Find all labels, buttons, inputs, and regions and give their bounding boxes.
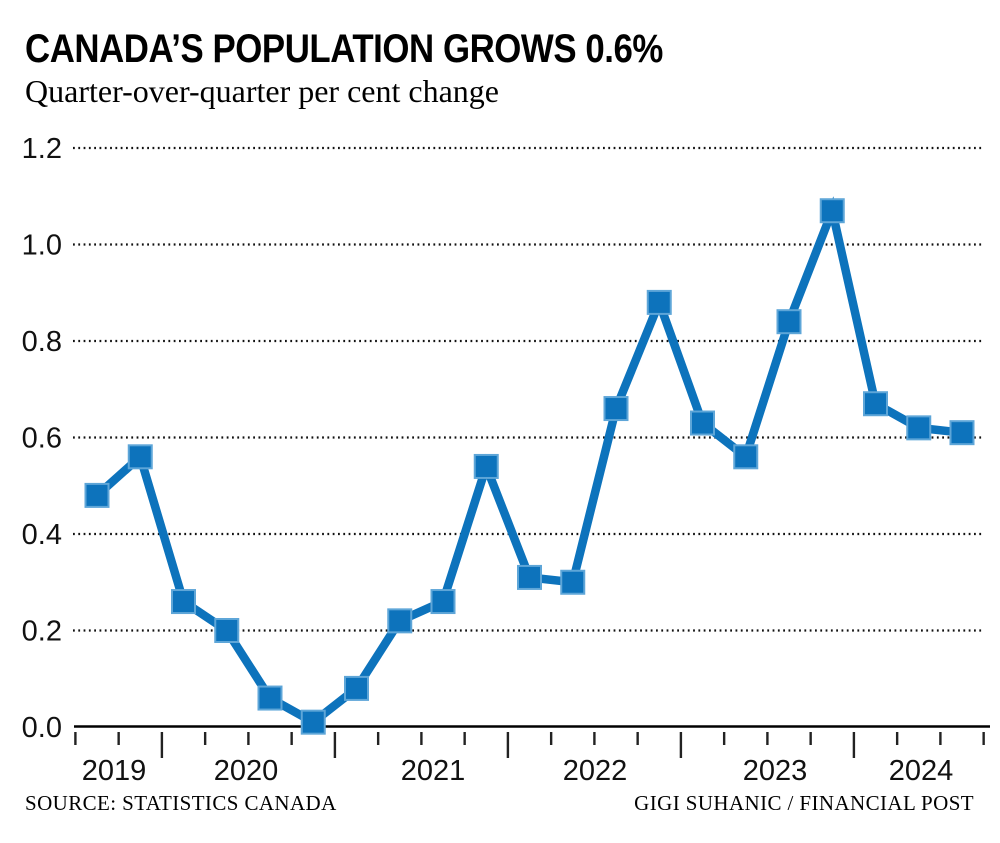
y-axis-label: 0.8 [22,326,62,358]
data-line [94,196,963,728]
data-point-marker [603,396,629,422]
data-point-marker [906,415,932,441]
data-point-marker [84,482,110,508]
y-axis-label: 0.2 [22,616,62,648]
y-axis-label: 1.2 [22,133,62,165]
source-credit: SOURCE: STATISTICS CANADA [25,791,337,815]
y-axis-label: 0.0 [22,712,62,744]
data-point-marker [430,589,456,615]
data-point-marker [560,569,586,595]
x-axis-year-label: 2023 [743,755,808,787]
author-credit: GIGI SUHANIC / FINANCIAL POST [634,791,974,815]
data-point-marker [171,589,196,615]
x-axis-year-label: 2021 [401,755,466,787]
data-point-marker [387,608,413,634]
x-axis-year-label: 2024 [889,755,954,787]
data-point-marker [344,675,369,701]
x-axis-year-label: 2020 [214,755,279,787]
data-point-marker [300,709,326,735]
data-point-marker [257,685,283,711]
data-point-marker [127,444,153,470]
y-axis-label: 1.0 [22,230,62,262]
y-axis-label: 0.4 [22,519,62,551]
x-axis-year-label: 2019 [82,755,147,787]
data-point-marker [690,410,715,436]
chart-subtitle: Quarter-over-quarter per cent change [25,73,499,109]
data-point-marker [949,420,975,446]
data-point-marker [517,564,542,590]
data-point-marker [473,453,499,479]
x-axis-year-label: 2022 [563,755,628,787]
data-point-marker [214,618,240,643]
y-axis-label: 0.6 [22,423,62,455]
data-point-marker [776,309,802,335]
data-point-marker [733,444,759,470]
data-point-marker [819,198,845,224]
data-point-marker [863,391,888,417]
chart-title: CANADA’S POPULATION GROWS 0.6% [25,27,663,71]
data-point-marker [646,289,672,315]
